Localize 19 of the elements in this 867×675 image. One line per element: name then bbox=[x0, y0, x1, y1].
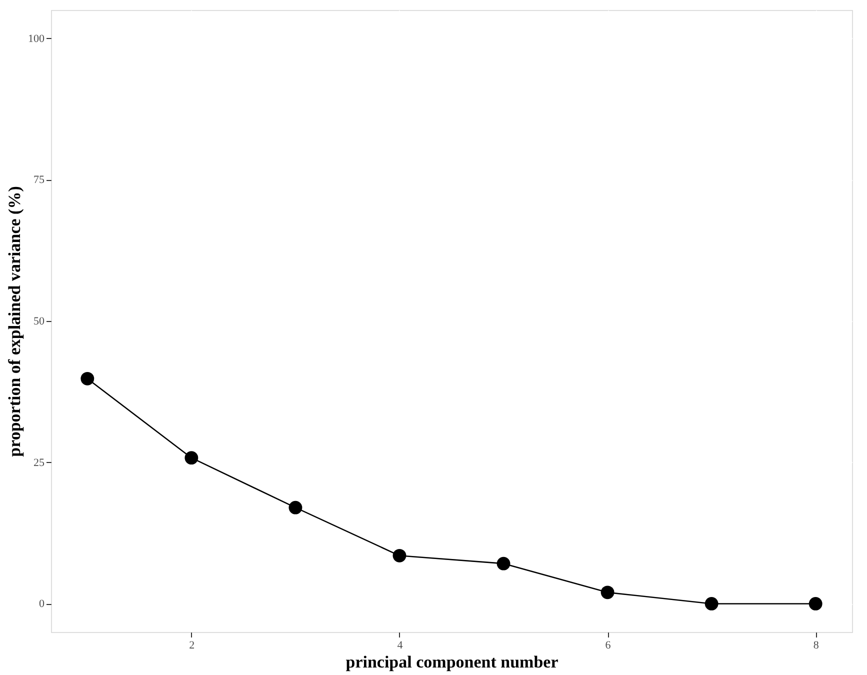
point bbox=[600, 586, 614, 600]
point bbox=[392, 548, 406, 562]
point bbox=[496, 556, 510, 570]
x-tick-label: 2 bbox=[189, 640, 195, 652]
x-tick-label: 4 bbox=[397, 640, 404, 652]
point bbox=[80, 372, 94, 386]
y-tick-label: 75 bbox=[34, 174, 45, 186]
point bbox=[704, 597, 718, 610]
y-tick-label: 100 bbox=[28, 32, 45, 45]
point bbox=[808, 597, 822, 610]
y-tick-label: 50 bbox=[34, 316, 45, 328]
y-axis-title: proportion of explained variance (%) bbox=[5, 186, 24, 457]
x-tick-label: 8 bbox=[813, 640, 820, 652]
y-tick-label: 25 bbox=[34, 456, 45, 469]
point bbox=[184, 451, 198, 465]
x-axis-title: principal component number bbox=[346, 652, 559, 672]
point bbox=[288, 500, 302, 514]
x-tick-label: 6 bbox=[605, 640, 612, 652]
y-tick-label: 0 bbox=[39, 598, 45, 610]
